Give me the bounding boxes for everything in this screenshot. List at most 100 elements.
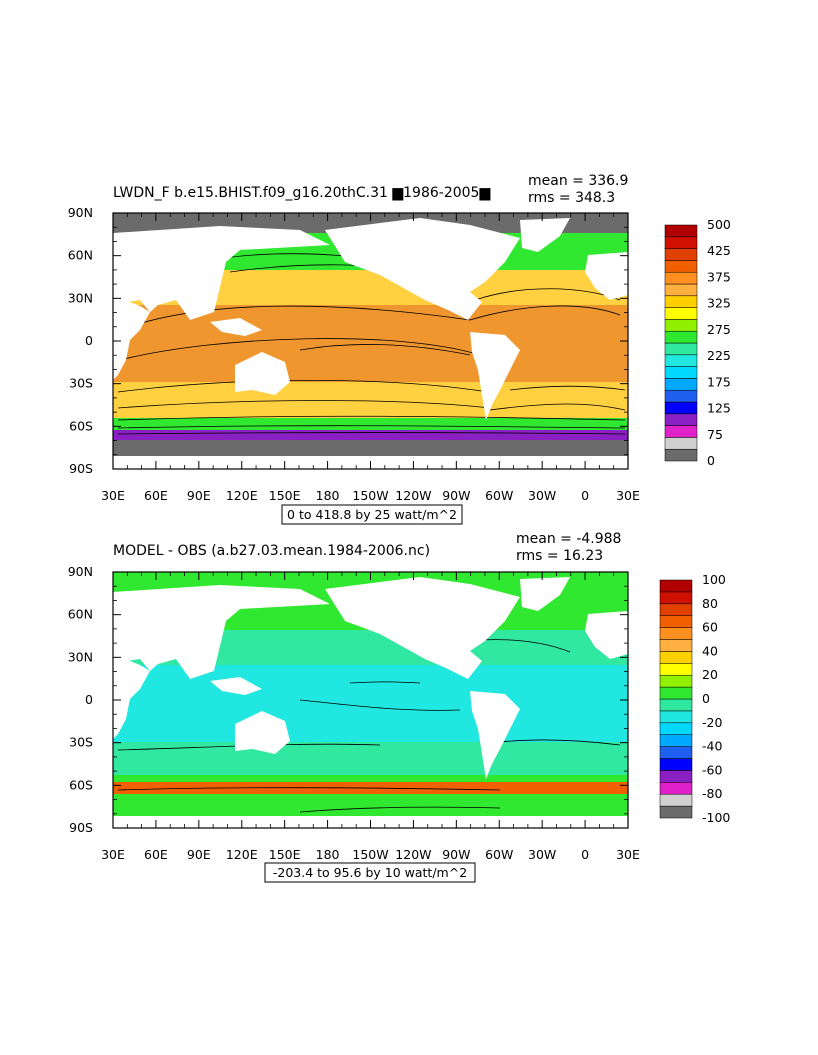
y-tick-label: 30S (69, 376, 93, 391)
axes: 30E 60E 90E 120E 150E 180 150W 120W 90W 60W 30W 0 30… (68, 205, 640, 503)
land-south-america (470, 691, 520, 779)
colorbar-swatch (664, 224, 698, 238)
rms-label: rms = 348.3 (528, 190, 615, 206)
colorbar-label: -100 (702, 810, 730, 825)
colorbar-label: 275 (707, 322, 731, 337)
colorbar-swatch (659, 651, 693, 664)
colorbar-swatch (664, 283, 698, 297)
x-tick-label: 30E (101, 488, 125, 503)
colorbar-swatch (659, 758, 693, 771)
map-field (112, 571, 629, 829)
colorbar-label: -60 (702, 762, 722, 777)
x-tick-label: 90E (187, 488, 211, 503)
contour-lines (117, 253, 626, 435)
colorbar-swatch (659, 663, 693, 676)
x-tick-label: 0 (581, 488, 589, 503)
y-tick-label: 90N (68, 205, 93, 220)
info-text: -203.4 to 95.6 by 10 watt/m^2 (273, 865, 467, 880)
mean-label: mean = -4.988 (516, 531, 621, 547)
colorbar-label: 125 (707, 401, 731, 416)
land (113, 577, 628, 779)
colorbar-label: 80 (702, 596, 718, 611)
land-greenland (520, 218, 570, 252)
colorbar-swatch (664, 330, 698, 344)
colorbar-swatch (664, 378, 698, 391)
info-box: -203.4 to 95.6 by 10 watt/m^2 (264, 862, 476, 883)
x-tick-label: 30E (101, 847, 125, 862)
band-mid-south (113, 742, 628, 780)
colorbar-swatch (659, 627, 693, 640)
y-tick-label: 60S (69, 418, 93, 433)
colorbar-label: -40 (702, 739, 722, 754)
x-tick-label: 180 (316, 847, 340, 862)
land-eurasia (113, 226, 330, 320)
colorbar-swatch (659, 615, 693, 628)
land-indonesia (210, 318, 262, 336)
land-europe (585, 252, 628, 300)
colorbar-swatch (664, 271, 698, 285)
colorbar-swatch (664, 354, 698, 367)
land (113, 218, 628, 420)
colorbar-swatch (659, 782, 693, 795)
x-tick-label: 180 (316, 488, 340, 503)
band-antarctic (113, 794, 628, 816)
rms-label: rms = 16.23 (516, 548, 603, 564)
land-australia (235, 352, 290, 395)
panel-title: LWDN_F b.e15.BHIST.f09_g16.20thC.31 ▆198… (113, 185, 490, 201)
colorbar-swatch (664, 401, 698, 415)
x-tick-label: 30E (616, 488, 640, 503)
x-tick-label: 60W (485, 847, 513, 862)
colorbar-swatch (659, 579, 693, 593)
x-tick-label: 60W (485, 488, 513, 503)
x-tick-label: 30W (528, 488, 556, 503)
colorbar: 100 80 60 40 20 0 -20 -40 -60 -80 -100 (659, 572, 730, 825)
land-africa (113, 296, 150, 380)
colorbar-swatch (664, 260, 698, 273)
y-tick-label: 30S (69, 735, 93, 750)
x-tick-label: 150W (352, 847, 388, 862)
colorbar-swatch (659, 603, 693, 616)
y-tick-label: 30N (68, 290, 93, 305)
colorbar-swatch (659, 591, 693, 605)
band-southern-ocean (113, 775, 628, 785)
x-tick-label: 120E (226, 488, 258, 503)
band-southern-ocean (113, 418, 628, 432)
colorbar-swatch (664, 425, 698, 438)
map-field (112, 212, 629, 470)
band-mid-south (113, 382, 628, 422)
colorbar-label: 500 (707, 217, 731, 232)
y-tick-label: 60N (68, 248, 93, 263)
colorbar-swatch (659, 734, 693, 747)
colorbar-swatch (664, 295, 698, 308)
colorbar-label: 0 (702, 691, 710, 706)
colorbar-swatch (659, 722, 693, 735)
y-tick-label: 30N (68, 649, 93, 664)
colorbar-swatch (664, 342, 698, 356)
contour-lines (117, 639, 621, 813)
band-antarctic-edge (113, 430, 628, 440)
colorbar-swatch (664, 389, 698, 403)
band-antarctic (113, 440, 628, 456)
colorbar-label: 20 (702, 667, 718, 682)
y-tick-label: 60S (69, 777, 93, 792)
colorbar-swatch (664, 448, 698, 462)
mean-label: mean = 336.9 (528, 173, 628, 189)
colorbar-label: 75 (707, 427, 723, 442)
colorbar-label: 325 (707, 296, 731, 311)
colorbar-label: -20 (702, 715, 722, 730)
colorbar-swatch (664, 307, 698, 320)
colorbar: 500 425 375 325 275 225 175 125 75 0 (664, 217, 731, 468)
band-tropics (113, 665, 628, 745)
y-tick-label: 60N (68, 607, 93, 622)
land-north-america (325, 577, 520, 679)
x-tick-label: 30E (616, 847, 640, 862)
y-tick-label: 0 (85, 333, 93, 348)
y-tick-label: 0 (85, 692, 93, 707)
colorbar-label: 425 (707, 243, 731, 258)
x-tick-label: 90E (187, 847, 211, 862)
land-north-america (325, 218, 520, 320)
colorbar-label: -80 (702, 786, 722, 801)
y-tick-label: 90N (68, 564, 93, 579)
land-south-america (470, 332, 520, 420)
colorbar-label: 0 (707, 453, 715, 468)
